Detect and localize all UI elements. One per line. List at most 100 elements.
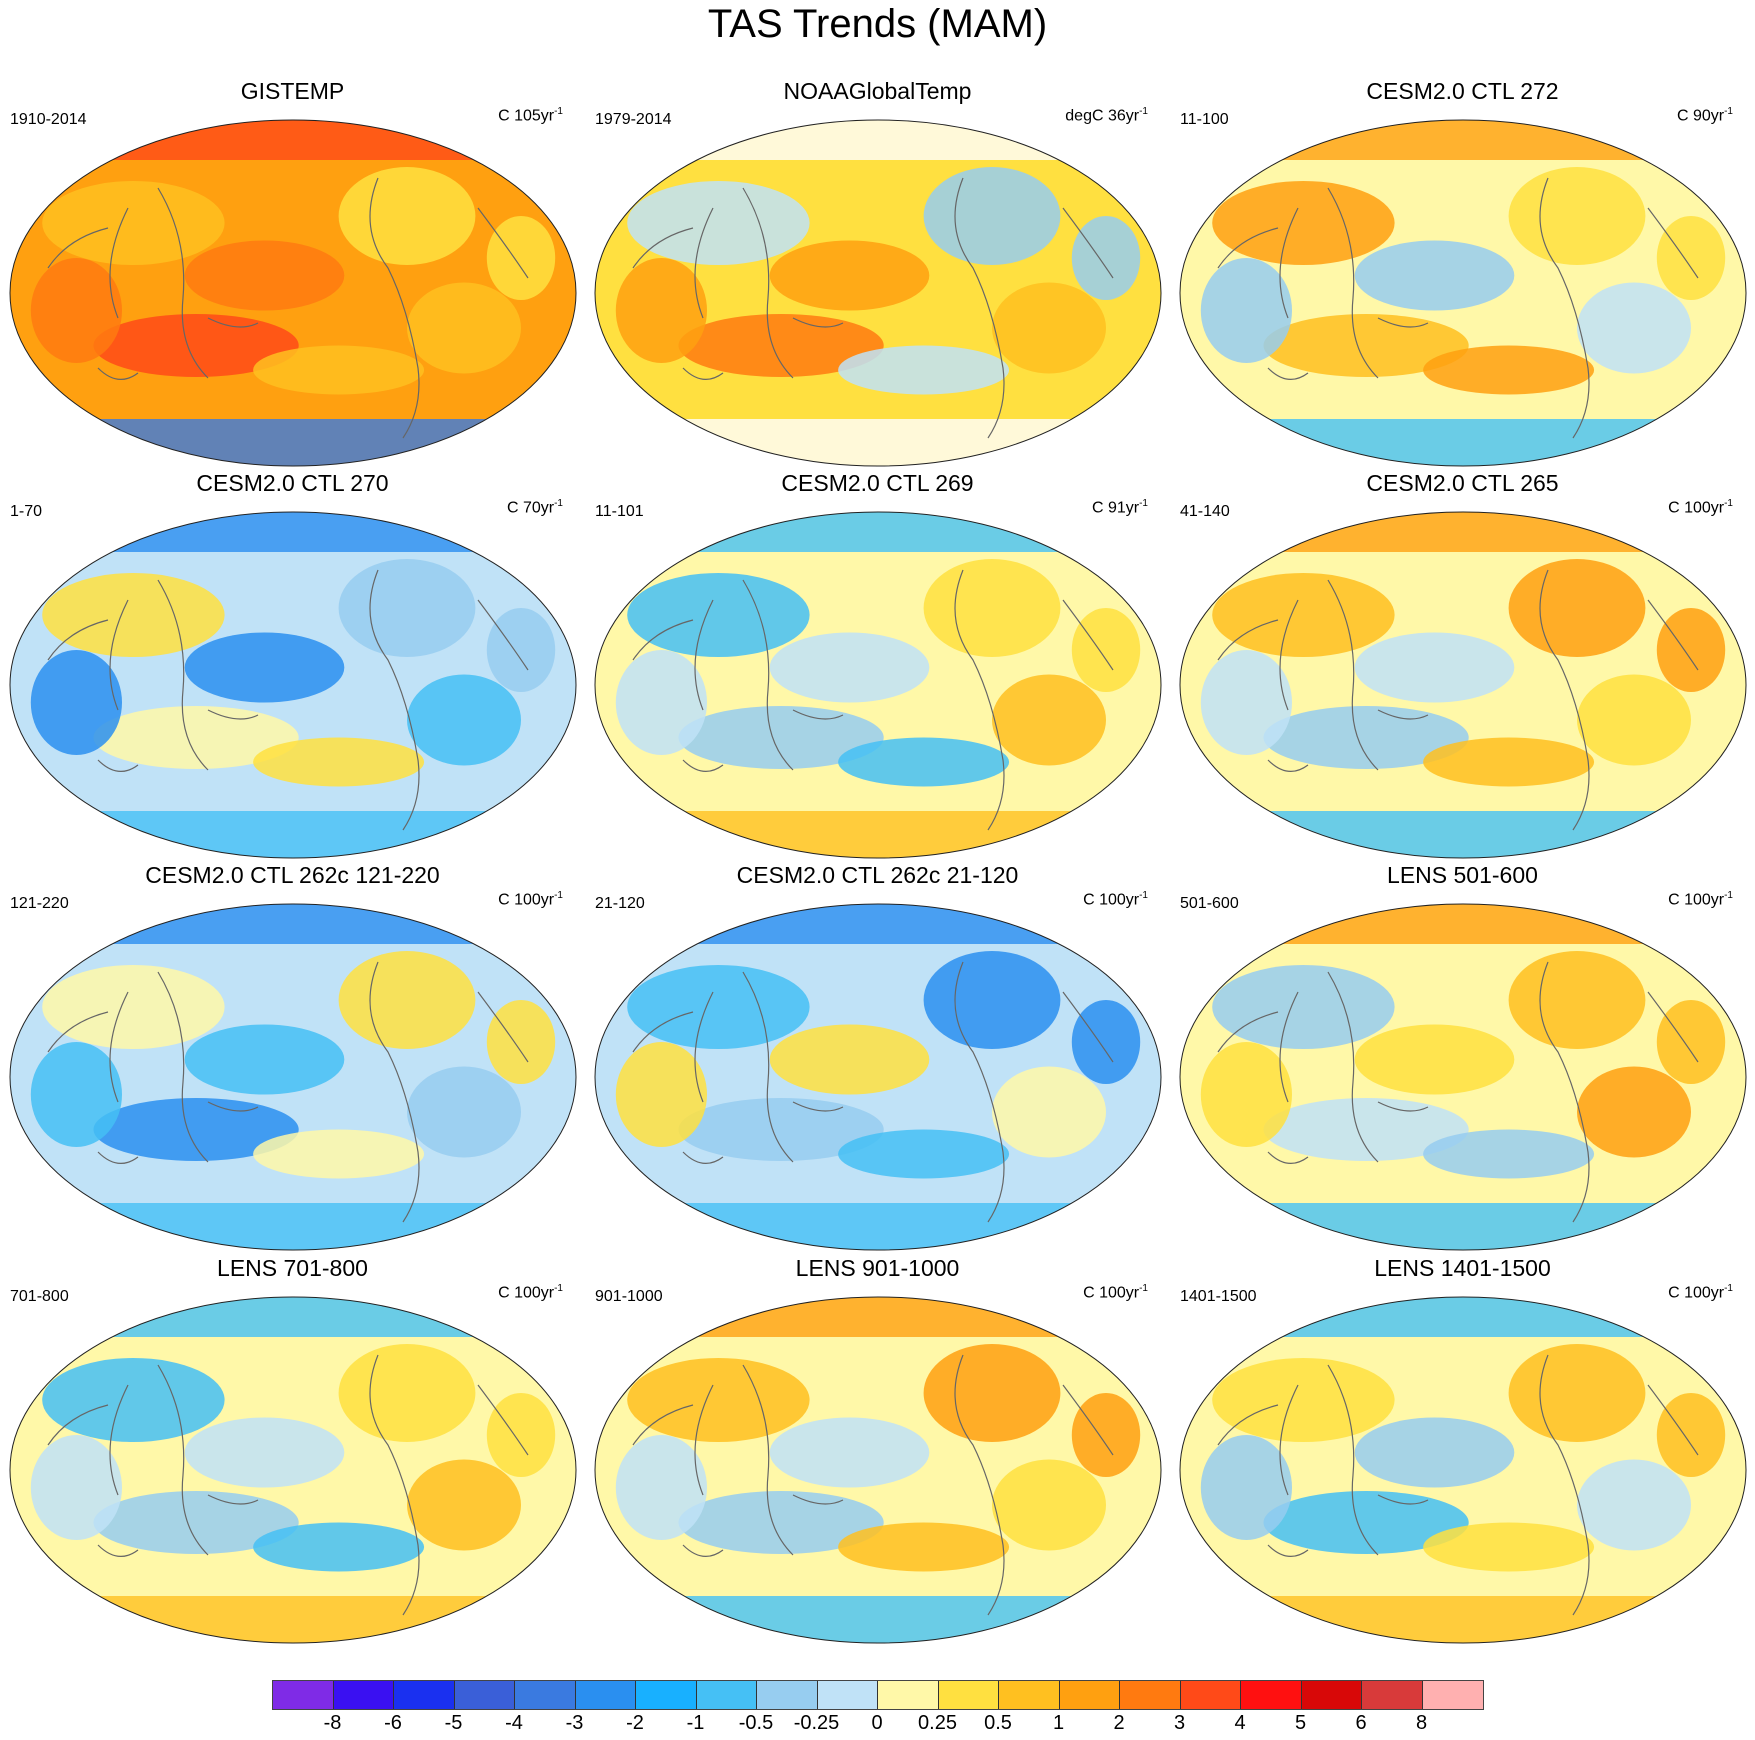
coastline	[694, 971, 794, 1163]
coastline	[694, 187, 794, 379]
anomaly-region	[42, 573, 225, 657]
anomaly-region	[627, 181, 810, 265]
colorbar-tick-label: 5	[1294, 1712, 1307, 1734]
anomaly-region	[1577, 674, 1691, 766]
panel-title: LENS 701-800	[217, 1255, 368, 1281]
coastline	[369, 961, 420, 1223]
coastline	[632, 991, 1114, 1063]
map-border	[594, 511, 1162, 859]
anomaly-region	[1263, 314, 1469, 377]
anomaly-region	[253, 1129, 425, 1179]
anomaly-region	[253, 737, 425, 787]
coastline	[954, 1354, 1005, 1616]
coastline	[1279, 1364, 1379, 1556]
anomaly-region	[923, 167, 1061, 265]
unit-label: C 100yr-1	[498, 1283, 563, 1302]
coastline	[97, 1101, 259, 1164]
colorbar-swatch	[999, 1681, 1060, 1709]
world-map	[1179, 1296, 1747, 1644]
world-map	[1179, 903, 1747, 1251]
colorbar-tick-label: 1	[1052, 1712, 1065, 1734]
anomaly-region	[992, 1066, 1106, 1158]
map-border	[9, 1296, 577, 1644]
anomaly-region	[1423, 1129, 1595, 1179]
map-panel: CESM2.0 CTL 270 1-70 C 70yr-1	[0, 470, 585, 865]
map-border	[1179, 903, 1747, 1251]
coastline	[1539, 569, 1590, 831]
map-panel: LENS 1401-1500 1401-1500 C 100yr-1	[1170, 1255, 1755, 1650]
anomaly-region	[923, 559, 1061, 657]
anomaly-region	[1212, 573, 1395, 657]
coastline	[954, 961, 1005, 1223]
anomaly-region	[253, 1522, 425, 1572]
arctic-region	[10, 904, 576, 944]
coastline	[1217, 1384, 1699, 1456]
unit-label: C 100yr-1	[1668, 498, 1733, 517]
unit-label: C 90yr-1	[1676, 106, 1733, 125]
anomaly-region	[42, 965, 225, 1049]
anomaly-region	[1071, 216, 1141, 300]
world-map	[1179, 511, 1747, 859]
unit-label: C 100yr-1	[1668, 1283, 1733, 1302]
coastline	[1217, 599, 1699, 671]
map-panel: LENS 501-600 501-600 C 100yr-1	[1170, 862, 1755, 1257]
anomaly-region	[923, 1344, 1061, 1442]
map-border	[1179, 119, 1747, 467]
anomaly-region	[486, 216, 556, 300]
colorbar-swatch	[1120, 1681, 1181, 1709]
anomaly-region	[992, 1459, 1106, 1551]
period-label: 11-101	[595, 503, 644, 520]
colorbar-swatch	[333, 1681, 394, 1709]
colorbar-swatch	[1180, 1681, 1241, 1709]
coastline	[1279, 187, 1379, 379]
coastline	[369, 1354, 420, 1616]
world-map	[9, 903, 577, 1251]
anomaly-region	[338, 559, 476, 657]
anomaly-region	[1071, 1000, 1141, 1084]
figure-title: TAS Trends (MAM)	[707, 2, 1048, 46]
map-border	[9, 903, 577, 1251]
colorbar-tick-label: 0.25	[918, 1712, 957, 1734]
anomaly-region	[184, 1417, 345, 1488]
colorbar-tick-label: 4	[1234, 1712, 1246, 1734]
period-label: 21-120	[595, 895, 645, 912]
arctic-region	[595, 904, 1161, 944]
colorbar-swatch	[1301, 1681, 1362, 1709]
coastline	[1267, 1101, 1429, 1164]
anomaly-region	[838, 1129, 1010, 1179]
anomaly-region	[1200, 1435, 1292, 1540]
colorbar-swatch	[817, 1681, 878, 1709]
map-panel: LENS 901-1000 901-1000 C 100yr-1	[585, 1255, 1170, 1650]
map-border	[1179, 1296, 1747, 1644]
coastline	[109, 1364, 209, 1556]
coastline	[109, 971, 209, 1163]
anomaly-region	[838, 345, 1010, 395]
anomaly-region	[678, 1098, 884, 1161]
anomaly-region	[1200, 258, 1292, 363]
colorbar-swatch	[696, 1681, 757, 1709]
anomaly-region	[338, 1344, 476, 1442]
antarctic-region	[595, 1203, 1161, 1250]
world-map	[1179, 119, 1747, 467]
anomaly-region	[184, 1024, 345, 1095]
anomaly-region	[1423, 1522, 1595, 1572]
panel-title: CESM2.0 CTL 269	[781, 470, 974, 496]
coastline	[682, 1494, 844, 1557]
anomaly-region	[1656, 1393, 1726, 1477]
coastline	[1539, 961, 1590, 1223]
colorbar-swatch	[515, 1681, 576, 1709]
map-panel: LENS 701-800 701-800 C 100yr-1	[0, 1255, 585, 1650]
period-label: 11-100	[1180, 111, 1229, 128]
arctic-region	[1180, 904, 1746, 944]
panel-title: LENS 1401-1500	[1374, 1255, 1551, 1281]
anomaly-region	[1508, 1344, 1646, 1442]
anomaly-region	[1423, 345, 1595, 395]
anomaly-region	[1212, 965, 1395, 1049]
anomaly-region	[184, 632, 345, 703]
period-label: 121-220	[10, 895, 69, 912]
anomaly-region	[1354, 240, 1515, 311]
coastline	[1267, 1494, 1429, 1557]
colorbar-tick-label: 6	[1355, 1712, 1367, 1734]
anomaly-region	[486, 1000, 556, 1084]
coastline	[954, 177, 1005, 439]
